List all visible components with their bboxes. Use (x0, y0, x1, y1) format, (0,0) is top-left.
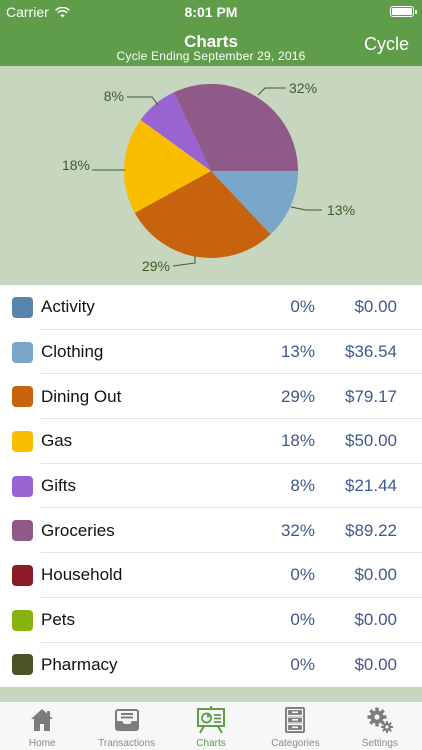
pie-leader-line (127, 96, 159, 106)
file-cabinet-icon (285, 707, 306, 733)
category-percent: 32% (280, 520, 315, 540)
pie-slice (134, 171, 271, 258)
category-row[interactable]: Gifts 8% $21.44 (0, 464, 422, 509)
nav-bar: Charts Cycle Ending September 29, 2016 C… (0, 24, 422, 66)
pie-slice-label: 13% (327, 202, 355, 218)
category-name: Groceries (41, 520, 115, 540)
category-list: Activity 0% $0.00 Clothing 13% $36.54 Dining O… (0, 285, 422, 687)
category-row[interactable]: Household 0% $0.00 (0, 553, 422, 598)
gears-icon (367, 707, 393, 733)
category-row[interactable]: Clothing 13% $36.54 (0, 330, 422, 375)
category-color-swatch (12, 564, 33, 586)
category-amount: $89.22 (345, 520, 397, 540)
tab-charts[interactable]: Charts (169, 702, 253, 750)
category-name: Gas (41, 431, 73, 451)
tab-home-label: Home (28, 738, 56, 749)
category-percent: 18% (280, 431, 315, 451)
category-amount: $79.17 (345, 386, 397, 406)
status-time: 8:01 PM (184, 4, 238, 20)
category-name: Pharmacy (41, 654, 118, 674)
category-row[interactable]: Activity 0% $0.00 (0, 285, 422, 330)
category-percent: 0% (290, 297, 315, 317)
category-amount: $21.44 (345, 476, 397, 496)
tab-settings-label: Settings (361, 738, 398, 749)
tab-bar: Home Transactions (0, 701, 422, 750)
cycle-button[interactable]: Cycle (363, 34, 409, 54)
category-row[interactable]: Pharmacy 0% $0.00 (0, 643, 422, 688)
tab-charts-label: Charts (196, 738, 226, 749)
pie-slice (124, 119, 211, 213)
battery-icon (390, 6, 417, 17)
pie-leader-line (290, 206, 322, 211)
pie-leader-line (257, 87, 286, 96)
category-row[interactable]: Groceries 32% $89.22 (0, 508, 422, 553)
category-color-swatch (12, 341, 33, 363)
tab-home[interactable]: Home (0, 702, 84, 750)
pie-slice (211, 171, 298, 235)
carrier-info: Carrier (6, 4, 70, 20)
category-color-swatch (12, 609, 33, 631)
inbox-tray-icon (114, 709, 139, 731)
house-icon (31, 709, 54, 731)
wifi-icon (54, 6, 70, 17)
pie-slice (173, 84, 298, 171)
carrier-label: Carrier (6, 4, 49, 20)
category-name: Household (41, 565, 123, 585)
category-percent: 13% (280, 342, 315, 362)
category-color-swatch (12, 386, 33, 408)
category-percent: 8% (290, 476, 315, 496)
category-amount: $36.54 (345, 342, 397, 362)
tab-transactions[interactable]: Transactions (84, 702, 168, 750)
tab-categories[interactable]: Categories (253, 702, 337, 750)
category-color-swatch (12, 296, 33, 318)
category-percent: 0% (290, 654, 315, 674)
category-amount: $0.00 (354, 654, 397, 674)
chart-board-icon (197, 706, 226, 734)
tab-categories-label: Categories (271, 738, 320, 749)
pie-leader-line (172, 256, 196, 267)
category-percent: 0% (290, 565, 315, 585)
tab-transactions-label: Transactions (98, 738, 156, 749)
category-color-swatch (12, 654, 33, 676)
category-amount: $0.00 (354, 565, 397, 585)
category-amount: $0.00 (354, 297, 397, 317)
tab-settings[interactable]: Settings (338, 702, 422, 750)
category-color-swatch (12, 520, 33, 542)
category-name: Gifts (41, 476, 76, 496)
list-footer (0, 687, 422, 701)
category-color-swatch (12, 475, 33, 497)
pie-slice-label: 18% (62, 157, 90, 173)
category-name: Dining Out (41, 386, 122, 406)
category-color-swatch (12, 430, 33, 452)
category-percent: 29% (280, 386, 315, 406)
category-amount: $50.00 (345, 431, 397, 451)
category-row[interactable]: Gas 18% $50.00 (0, 419, 422, 464)
pie-slice-label: 29% (142, 258, 170, 274)
pie-slice-label: 8% (104, 88, 124, 104)
chart-area: 13% 29% 18% 8% 32% (0, 66, 422, 285)
status-bar: Carrier 8:01 PM (0, 0, 422, 24)
category-row[interactable]: Pets 0% $0.00 (0, 598, 422, 643)
category-amount: $0.00 (354, 610, 397, 630)
category-name: Pets (41, 610, 76, 630)
category-row[interactable]: Dining Out 29% $79.17 (0, 374, 422, 419)
page-title: Charts (184, 32, 238, 51)
category-name: Activity (41, 297, 95, 317)
cycle-subtitle: Cycle Ending September 29, 2016 (116, 49, 306, 63)
category-name: Clothing (41, 342, 104, 362)
pie-slice-label: 32% (289, 80, 317, 96)
category-percent: 0% (290, 610, 315, 630)
pie-chart: 13% 29% 18% 8% 32% (62, 80, 355, 274)
pie-slice (140, 92, 211, 171)
